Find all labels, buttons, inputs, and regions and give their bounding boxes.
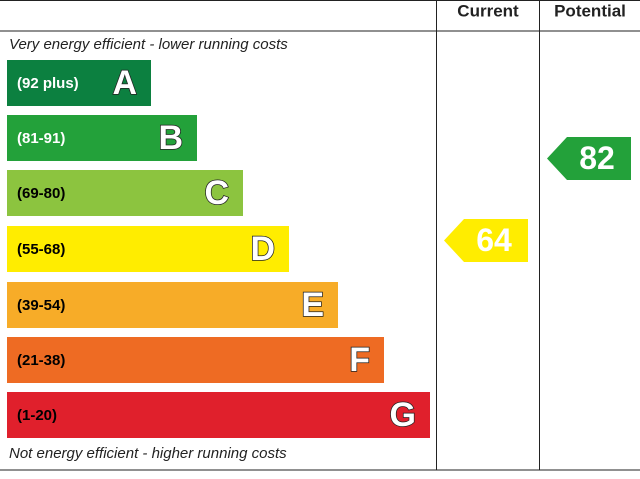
- band-bar: [7, 337, 384, 383]
- current-value: 64: [476, 222, 512, 258]
- band-letter: C: [204, 174, 229, 212]
- current-arrow: [444, 219, 528, 262]
- top-note: Very energy efficient - lower running co…: [9, 36, 288, 53]
- band-letter: B: [158, 119, 183, 157]
- potential-arrow: [547, 137, 631, 180]
- band-range: (69-80): [17, 185, 65, 202]
- bottom-note: Not energy efficient - higher running co…: [9, 445, 287, 462]
- band-bar: [7, 282, 338, 328]
- band-letter: E: [301, 286, 324, 324]
- band-range: (92 plus): [17, 75, 79, 92]
- header-current: Current: [457, 1, 519, 20]
- band-bar: [7, 392, 430, 438]
- band-range: (81-91): [17, 130, 65, 147]
- band-bar: [7, 226, 289, 272]
- band-letter: D: [250, 230, 275, 268]
- header-potential: Potential: [554, 1, 626, 20]
- potential-value: 82: [579, 140, 615, 176]
- band-bar: [7, 170, 243, 216]
- band-range: (1-20): [17, 407, 57, 424]
- band-range: (55-68): [17, 241, 65, 258]
- band-range: (21-38): [17, 352, 65, 369]
- band-letter: F: [349, 341, 370, 379]
- band-letter: A: [112, 64, 137, 102]
- band-range: (39-54): [17, 297, 65, 314]
- band-letter: G: [390, 396, 416, 434]
- band-bar: [7, 115, 197, 161]
- band-bar: [7, 60, 151, 106]
